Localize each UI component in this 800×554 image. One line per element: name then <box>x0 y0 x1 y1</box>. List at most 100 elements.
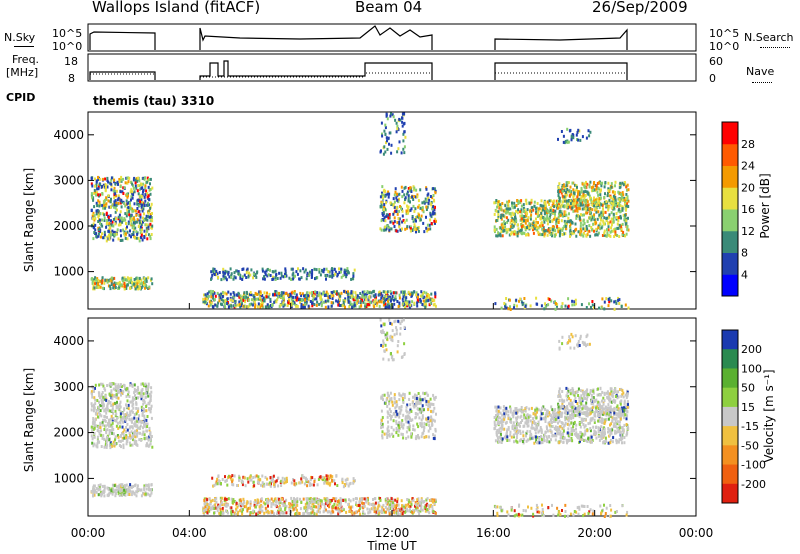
velocity-echo <box>407 498 410 502</box>
velocity-echo <box>120 485 123 488</box>
power-echo <box>206 292 209 296</box>
power-echo <box>119 283 122 287</box>
power-echo <box>95 212 98 216</box>
power-echo <box>599 222 602 226</box>
velocity-echo <box>419 503 422 507</box>
power-echo <box>425 208 428 211</box>
power-echo <box>388 304 390 308</box>
nsearch-tick-top: 10^5 <box>709 27 739 40</box>
power-echo <box>576 195 579 199</box>
power-echo <box>108 222 111 225</box>
power-echo <box>140 198 143 202</box>
power-echo <box>397 200 400 204</box>
power-echo <box>136 282 139 286</box>
velocity-echo <box>402 509 405 513</box>
power-echo <box>552 208 555 212</box>
power-echo <box>98 177 101 181</box>
velocity-echo <box>247 480 250 484</box>
power-echo <box>396 127 399 131</box>
velocity-echo <box>344 500 347 504</box>
power-echo <box>328 294 331 298</box>
velocity-echo <box>96 429 99 432</box>
power-echo <box>434 221 436 225</box>
velocity-echo <box>231 482 234 486</box>
velocity-echo <box>293 500 296 503</box>
power-echo <box>434 291 437 295</box>
velocity-echo <box>121 438 124 442</box>
velocity-echo <box>300 501 303 504</box>
velocity-echo <box>105 411 108 415</box>
power-echo <box>547 209 550 213</box>
velocity-echo <box>143 436 146 440</box>
power-echo <box>506 200 509 204</box>
power-echo <box>433 302 436 306</box>
power-echo <box>127 220 130 224</box>
power-echo <box>92 284 95 288</box>
power-echo <box>299 300 301 304</box>
power-echo <box>577 230 580 234</box>
velocity-echo <box>249 504 252 508</box>
power-echo <box>264 296 267 300</box>
power-echo <box>98 200 101 204</box>
power-echo <box>96 187 99 191</box>
power-echo <box>245 271 248 275</box>
velocity-echo <box>112 440 115 444</box>
velocity-echo <box>106 486 109 490</box>
power-echo <box>592 185 595 189</box>
velocity-echo <box>117 407 120 411</box>
power-echo <box>610 223 613 227</box>
power-echo <box>519 297 522 301</box>
power-echo <box>579 200 582 204</box>
power-echo <box>535 296 538 300</box>
power-echo <box>246 292 249 296</box>
power-echo <box>401 120 404 124</box>
velocity-echo <box>101 421 104 425</box>
velocity-echo <box>305 480 308 484</box>
power-echo <box>133 282 136 286</box>
power-echo <box>496 234 499 238</box>
power-echo <box>342 303 345 307</box>
power-echo <box>587 203 590 207</box>
power-echo <box>572 136 575 140</box>
power-echo <box>295 298 298 302</box>
power-echo <box>126 211 129 215</box>
power-echo <box>106 176 109 180</box>
velocity-echo <box>148 433 151 437</box>
velocity-echo <box>128 488 131 492</box>
power-echo <box>601 224 604 228</box>
power-echo <box>338 301 340 304</box>
power-echo <box>336 292 339 296</box>
velocity-echo <box>137 407 140 411</box>
velocity-echo <box>111 483 114 487</box>
velocity-echo <box>374 501 377 505</box>
power-echo <box>267 305 270 309</box>
velocity-echo <box>133 424 136 428</box>
velocity-echo <box>116 400 118 404</box>
power-echo <box>402 219 405 222</box>
power-echo <box>109 233 112 237</box>
velocity-echo <box>143 414 146 418</box>
power-echo <box>610 201 613 205</box>
velocity-echo <box>339 504 342 508</box>
power-echo <box>582 190 585 194</box>
velocity-echo <box>206 498 209 502</box>
power-echo <box>500 205 503 209</box>
power-echo <box>254 305 256 309</box>
power-echo <box>237 272 240 276</box>
power-echo <box>551 228 554 232</box>
power-echo <box>578 217 581 221</box>
power-echo <box>543 220 546 224</box>
velocity-echo <box>433 501 436 505</box>
power-echo <box>262 299 265 303</box>
power-echo <box>614 299 617 303</box>
velocity-echo <box>217 479 220 483</box>
power-echo <box>619 209 622 213</box>
power-echo <box>119 229 122 233</box>
velocity-echo <box>377 504 380 508</box>
velocity-echo <box>290 481 293 485</box>
power-echo <box>404 298 407 302</box>
power-echo <box>240 299 243 303</box>
velocity-echo <box>149 493 151 497</box>
power-echo <box>136 189 139 193</box>
power-echo <box>343 289 346 293</box>
